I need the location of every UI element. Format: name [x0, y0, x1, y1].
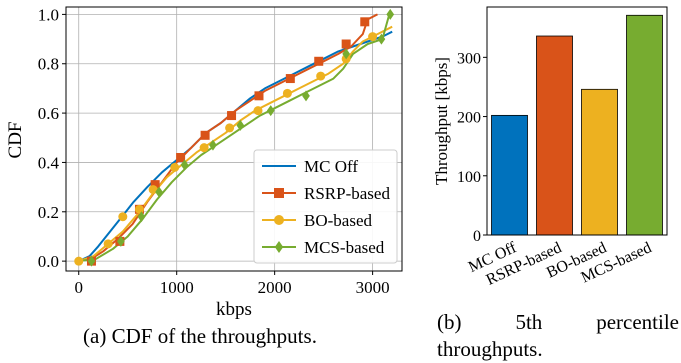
legend-label-mcs-based: MCS-based — [304, 238, 385, 257]
cdf-line-rsrp-based — [78, 13, 378, 263]
cdf-marker-bo-based — [368, 32, 378, 42]
bar-bo-based — [581, 88, 618, 236]
cdf-marker-mcs-based — [137, 211, 146, 223]
cdf-marker-rsrp-based — [314, 56, 324, 66]
cdf-marker-mcs-based — [155, 186, 163, 198]
cdf-x-tick-label: 0 — [74, 278, 83, 297]
caption-bar-line2: throughputs. — [437, 337, 543, 361]
cdf-y-ticks: 0.0 0.2 0.4 0.6 0.8 1.0 — [38, 5, 66, 271]
cdf-x-axis-label: kbps — [216, 299, 252, 320]
caption-cdf: (a) CDF of the throughputs. — [83, 324, 317, 348]
cdf-marker-rsrp-based — [285, 74, 295, 84]
legend-label-mc-off: MC Off — [304, 157, 358, 176]
caption-bar: (b) 5th percentile throughputs. — [437, 309, 679, 363]
bar-y-tick-label: 200 — [457, 110, 481, 127]
cdf-plot-frame — [65, 6, 403, 272]
cdf-marker-rsrp-based — [150, 180, 160, 190]
cdf-marker-mcs-based — [236, 119, 245, 131]
bar-chart: 0 100 200 300 MC OffRSRP-basedBO-basedMCS-b… — [432, 6, 668, 289]
cdf-y-tick-label: 1.0 — [38, 5, 59, 24]
legend-marker-rsrp-based — [274, 188, 284, 198]
bar-series — [491, 14, 663, 236]
cdf-marker-mcs-based — [377, 33, 386, 45]
cdf-x-ticks: 0 1000 2000 3000 — [74, 271, 390, 297]
legend-marker-mcs-based — [274, 241, 284, 253]
bar-y-tick-label: 100 — [457, 169, 481, 186]
cdf-marker-mcs-based — [180, 159, 189, 171]
cdf-marker-bo-based — [170, 162, 180, 172]
caption-bar-line1: (b) 5th percentile — [437, 309, 679, 336]
cdf-marker-bo-based — [103, 239, 113, 249]
cdf-marker-mcs-based — [266, 105, 275, 117]
legend-label-rsrp-based: RSRP-based — [304, 184, 390, 203]
cdf-x-tick-label: 1000 — [160, 278, 194, 297]
cdf-chart: 0 1000 2000 3000 0.0 0.2 0.4 0.6 0.8 1.0 kbps CD… — [5, 5, 403, 320]
cdf-series-markers — [74, 8, 395, 267]
cdf-marker-rsrp-based — [341, 39, 351, 49]
cdf-marker-bo-based — [316, 71, 326, 81]
cdf-x-tick-label: 2000 — [258, 278, 292, 297]
cdf-legend: MC Off RSRP-based BO-based MCS-based — [253, 149, 398, 264]
cdf-y-tick-label: 0.4 — [38, 153, 60, 172]
cdf-marker-mcs-based — [386, 8, 395, 20]
cdf-marker-mcs-based — [87, 255, 96, 267]
cdf-marker-bo-based — [74, 256, 84, 266]
cdf-y-axis-label: CDF — [5, 122, 26, 159]
cdf-y-tick-label: 0.6 — [38, 104, 59, 123]
bar-y-ticks: 0 100 200 300 — [457, 50, 487, 245]
cdf-marker-mcs-based — [302, 90, 310, 102]
cdf-marker-bo-based — [134, 204, 144, 214]
cdf-y-tick-label: 0.0 — [38, 252, 59, 271]
cdf-marker-bo-based — [199, 143, 209, 153]
cdf-marker-rsrp-based — [360, 17, 370, 27]
cdf-x-tick-label: 3000 — [356, 278, 390, 297]
bar-plot-frame — [486, 6, 668, 236]
bar-mc-off — [491, 114, 528, 236]
cdf-marker-bo-based — [118, 212, 128, 222]
cdf-marker-mcs-based — [209, 139, 217, 151]
cdf-marker-mcs-based — [342, 48, 351, 60]
cdf-marker-bo-based — [225, 123, 235, 133]
cdf-line-mcs-based — [78, 14, 391, 263]
cdf-marker-bo-based — [282, 88, 292, 98]
legend-marker-bo-based — [274, 215, 284, 225]
caption-bar-word-percentile: percentile — [596, 310, 679, 334]
cdf-marker-rsrp-based — [200, 130, 210, 140]
caption-bar-word-5th: 5th — [515, 310, 543, 334]
bar-mcs-based — [626, 14, 663, 236]
bar-rsrp-based — [536, 35, 573, 236]
bar-y-axis-label: Throughput [kbps] — [432, 57, 451, 185]
legend-label-bo-based: BO-based — [304, 211, 372, 230]
cdf-marker-bo-based — [253, 106, 263, 116]
caption-bar-label: (b) — [437, 310, 462, 334]
cdf-marker-rsrp-based — [254, 91, 264, 101]
cdf-marker-rsrp-based — [227, 111, 237, 121]
cdf-y-tick-label: 0.8 — [38, 55, 59, 74]
cdf-marker-mcs-based — [117, 235, 125, 247]
bar-y-tick-label: 0 — [473, 228, 481, 245]
cdf-grid — [66, 7, 402, 271]
cdf-marker-rsrp-based — [176, 153, 186, 163]
cdf-legend-box — [253, 149, 398, 264]
bar-y-tick-label: 300 — [457, 50, 481, 67]
cdf-y-tick-label: 0.2 — [38, 203, 59, 222]
